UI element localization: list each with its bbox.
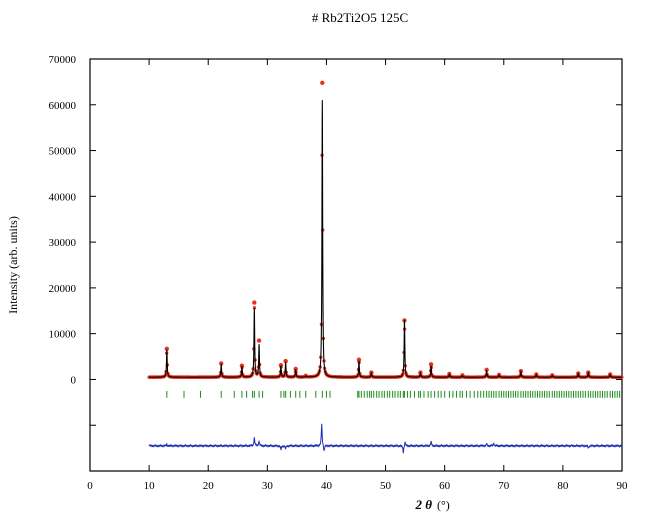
bragg-ticks: [166, 390, 621, 398]
x-tick-label: 30: [262, 480, 274, 492]
y-tick-label: 60000: [49, 100, 77, 112]
observed-peak-point: [484, 367, 489, 373]
difference-curve: [148, 423, 623, 454]
y-tick-label: 70000: [49, 54, 77, 66]
y-tick-label: 20000: [49, 283, 77, 295]
x-tick-label: 50: [380, 480, 392, 492]
observed-peak-point: [320, 80, 325, 86]
observed-points: [147, 80, 624, 379]
x-tick-label: 90: [617, 480, 629, 492]
observed-peak-point: [252, 300, 257, 305]
observed-peak-point: [239, 363, 245, 368]
observed-peak-point: [164, 346, 170, 351]
observed-peak-point: [256, 338, 262, 343]
x-axis: 0 10 20 30 40 50 60 70 80 90: [87, 59, 628, 492]
y-tick-label: 30000: [49, 237, 77, 249]
x-tick-label: 40: [321, 480, 333, 492]
x-tick-label: 60: [439, 480, 451, 492]
observed-peak-point: [356, 357, 362, 362]
y-tick-label: 40000: [49, 191, 77, 203]
difference-line: [148, 423, 623, 454]
x-tick-label: 0: [87, 480, 93, 492]
calculated-curve: [149, 100, 622, 378]
observed-peak-point: [428, 362, 434, 367]
x-axis-label-unit: (°): [437, 498, 450, 512]
x-axis-label-symbol: 2 θ: [415, 497, 433, 512]
observed-peak-point: [278, 363, 284, 368]
observed-peak-point: [283, 358, 288, 364]
x-tick-label: 70: [498, 480, 510, 492]
chart-title: # Rb2Ti2O5 125C: [312, 10, 408, 25]
x-tick-label: 20: [203, 480, 215, 492]
y-tick-label: 0: [71, 374, 77, 386]
observed-point: [252, 306, 257, 310]
y-axis-label: Intensity (arb. units): [6, 216, 20, 314]
y-axis: 0 10000 20000 30000 40000 50000 60000 70000: [49, 54, 622, 426]
observed-peak-point: [219, 361, 224, 366]
x-tick-label: 10: [144, 480, 156, 492]
plot-frame: [89, 58, 623, 472]
y-tick-label: 10000: [49, 329, 77, 341]
x-tick-label: 80: [557, 480, 569, 492]
y-tick-label: 50000: [49, 146, 77, 158]
calculated-line: [149, 100, 622, 378]
observed-peak-point: [293, 366, 298, 372]
